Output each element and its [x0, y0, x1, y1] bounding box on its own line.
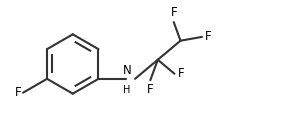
Text: F: F — [205, 30, 212, 43]
Text: F: F — [147, 83, 154, 96]
Text: H: H — [124, 85, 131, 95]
Text: N: N — [123, 64, 131, 77]
Text: F: F — [170, 6, 177, 19]
Text: F: F — [177, 67, 184, 80]
Text: F: F — [14, 86, 21, 99]
